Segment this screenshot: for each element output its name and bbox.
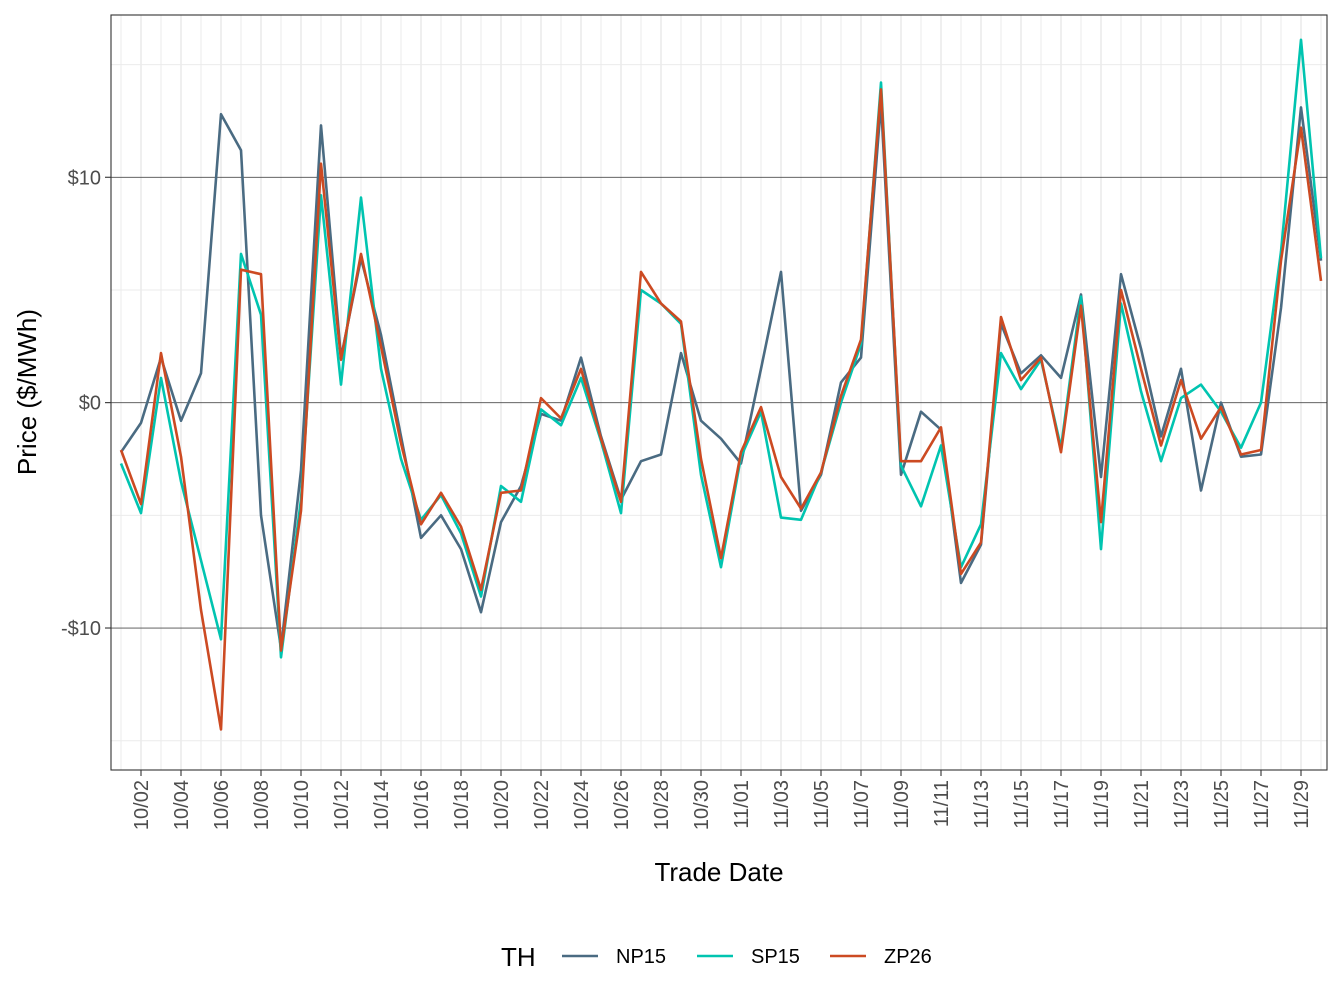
x-tick-label: 11/09 — [891, 780, 913, 829]
x-tick-label: 11/29 — [1291, 780, 1313, 829]
x-tick-label: 10/12 — [331, 780, 353, 830]
series-line-np15 — [119, 101, 1323, 650]
x-tick-label: 10/06 — [211, 780, 233, 830]
x-tick-label: 10/14 — [371, 780, 393, 830]
x-tick-label: 10/30 — [691, 780, 713, 830]
x-axis: 10/02 10/04 10/06 10/08 10/10 10/12 10/14 10/16… — [131, 770, 1313, 830]
x-tick-label: 10/22 — [531, 780, 553, 830]
x-tick-label: 11/01 — [731, 780, 753, 829]
y-axis: -$10 $0 $10 — [61, 167, 111, 640]
x-tick-label: 10/04 — [171, 780, 193, 830]
x-tick-label: 10/08 — [251, 780, 273, 830]
y-tick-label: $10 — [68, 167, 101, 189]
x-tick-label: 11/23 — [1171, 780, 1193, 829]
grid-major — [111, 15, 1327, 770]
x-tick-label: 11/17 — [1051, 780, 1073, 829]
series-lines — [119, 38, 1323, 731]
x-tick-label: 11/27 — [1251, 780, 1273, 829]
y-tick-label: -$10 — [61, 618, 101, 640]
x-tick-label: 10/18 — [451, 780, 473, 830]
x-tick-label: 11/21 — [1131, 780, 1153, 829]
legend-label-sp15: SP15 — [751, 946, 800, 968]
x-tick-label: 11/03 — [771, 780, 793, 829]
x-tick-label: 10/16 — [411, 780, 433, 830]
legend-label-np15: NP15 — [616, 946, 666, 968]
x-tick-label: 11/07 — [851, 780, 873, 829]
x-tick-label: 10/24 — [571, 780, 593, 830]
x-tick-label: 11/13 — [971, 780, 993, 829]
x-tick-label: 11/05 — [811, 780, 833, 829]
x-tick-label: 11/11 — [931, 780, 953, 827]
x-tick-label: 10/02 — [131, 780, 153, 830]
y-tick-label: $0 — [79, 393, 101, 415]
legend-label-zp26: ZP26 — [884, 946, 932, 968]
x-tick-label: 10/20 — [491, 780, 513, 830]
x-tick-label: 11/25 — [1211, 780, 1233, 829]
x-tick-label: 11/19 — [1091, 780, 1113, 829]
x-tick-label: 11/15 — [1011, 780, 1033, 829]
legend: TH NP15 SP15 ZP26 — [501, 942, 932, 972]
series-line-zp26 — [119, 88, 1323, 731]
y-axis-title: Price ($/MWh) — [12, 309, 42, 475]
x-tick-label: 10/28 — [651, 780, 673, 830]
grid-minor — [111, 15, 1327, 770]
x-tick-label: 10/26 — [611, 780, 633, 830]
legend-title: TH — [501, 942, 536, 972]
x-tick-label: 10/10 — [291, 780, 313, 830]
x-axis-title: Trade Date — [654, 857, 783, 887]
plot-panel-border — [110, 14, 1328, 771]
